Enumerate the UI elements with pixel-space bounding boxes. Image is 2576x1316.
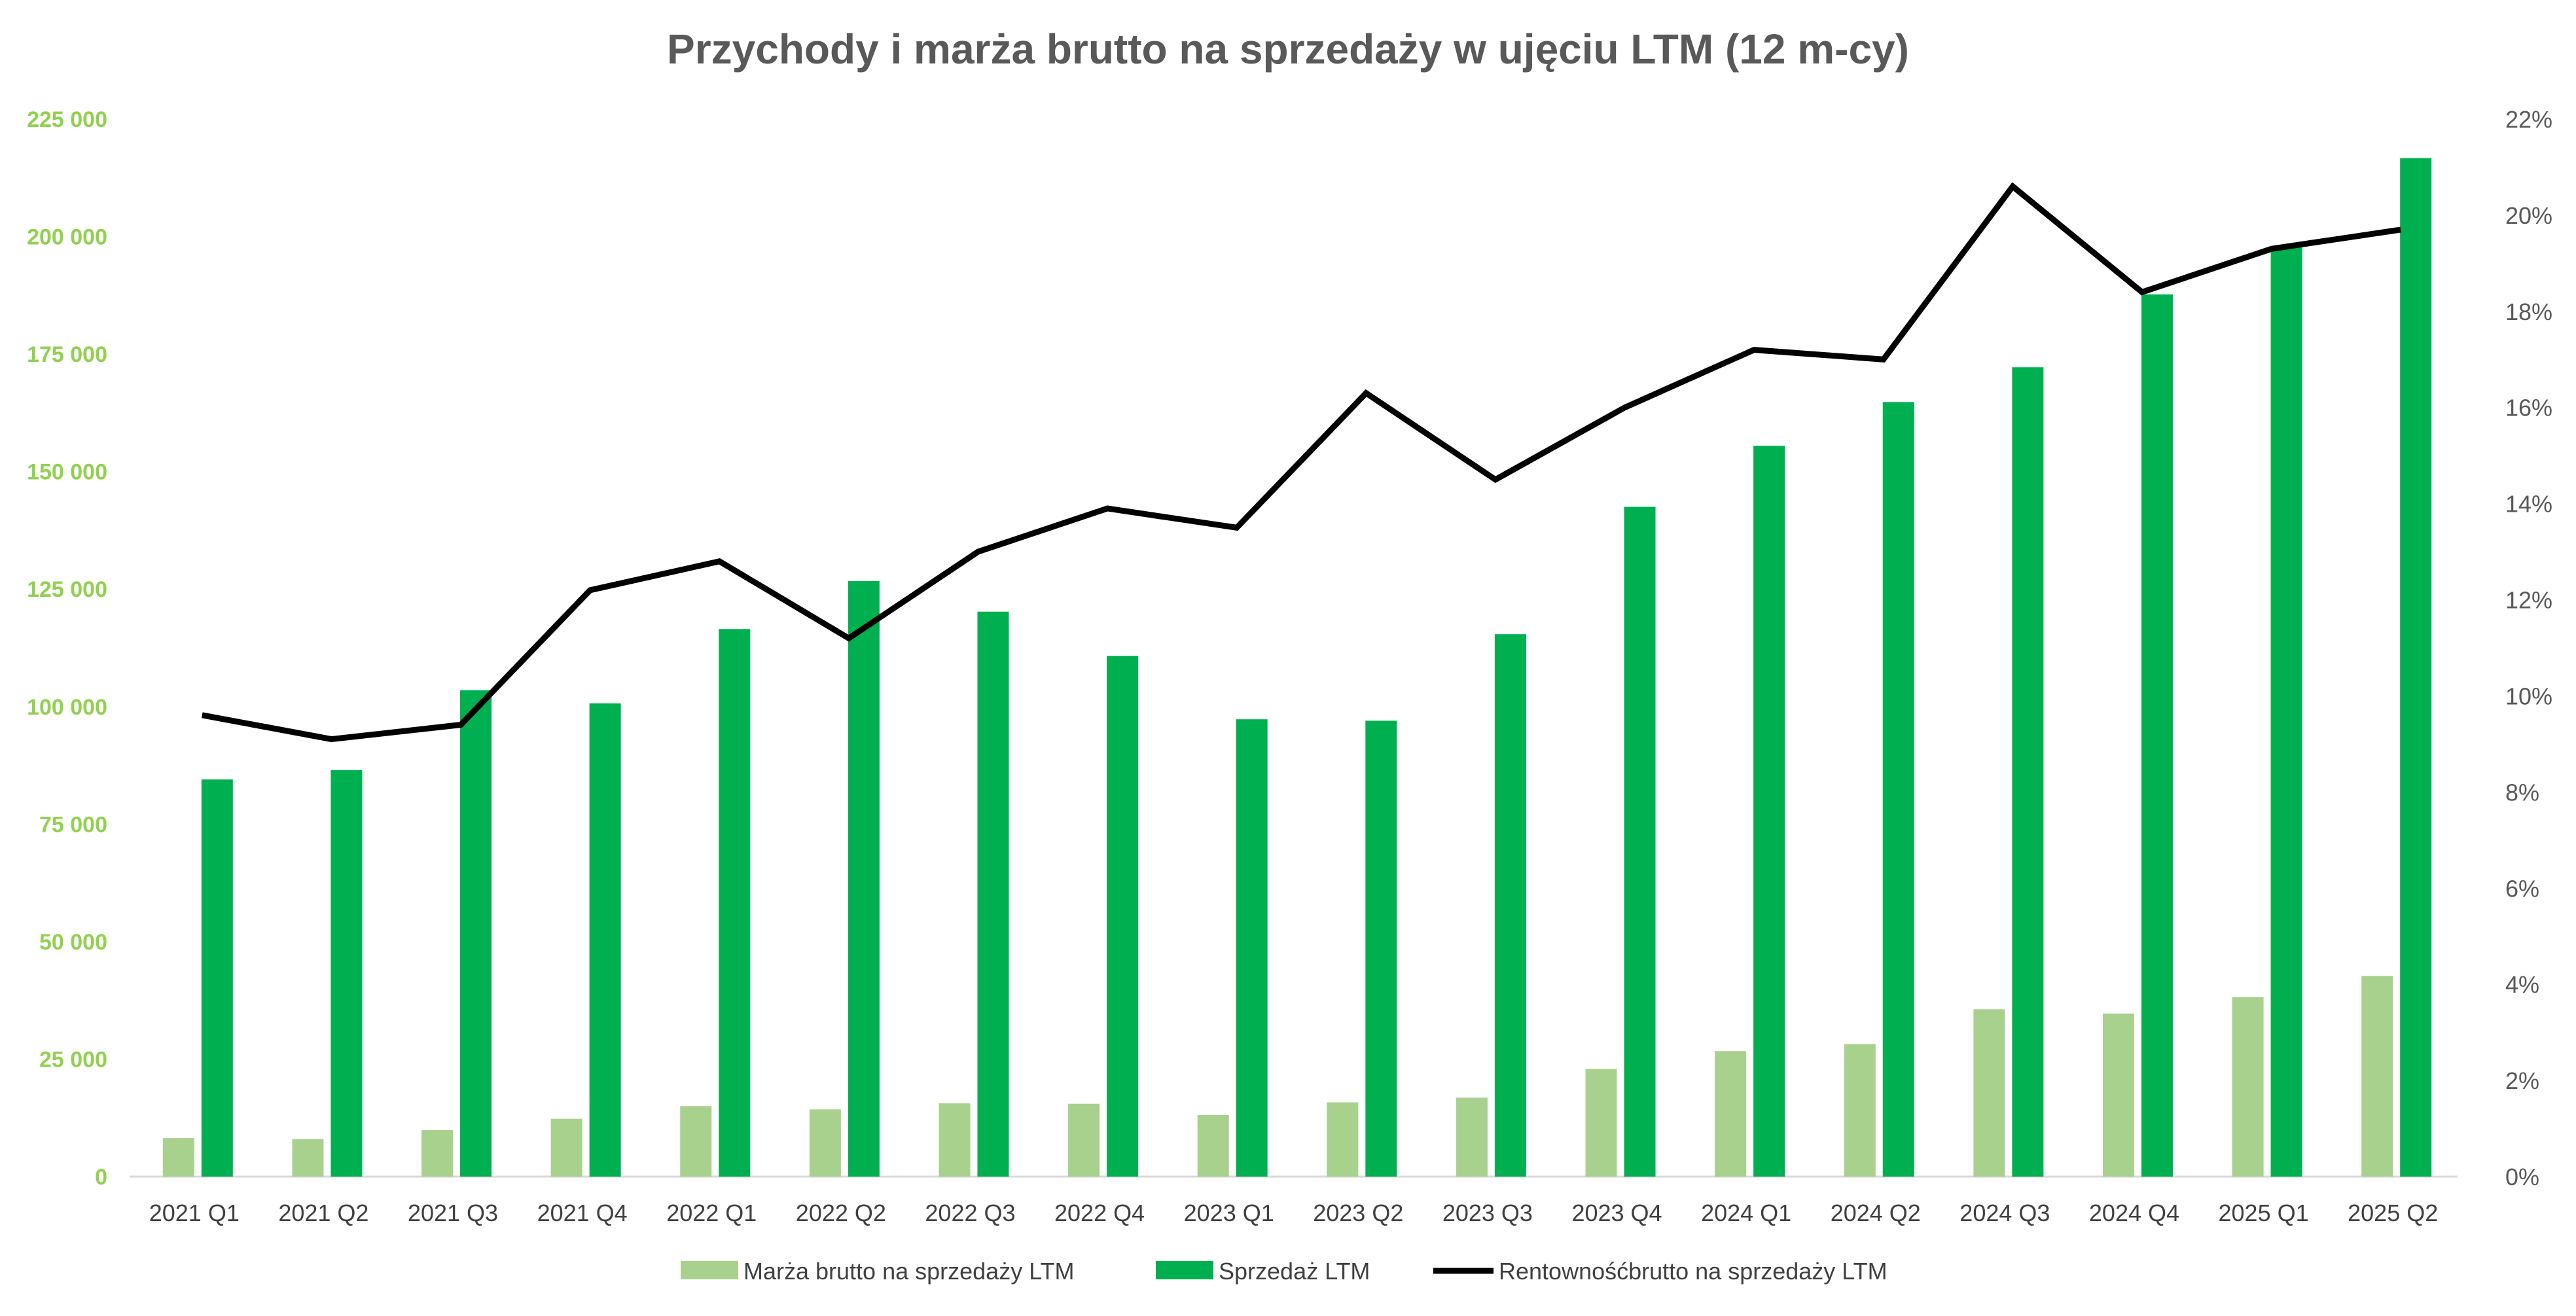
y-right-tick-label: 22% <box>2505 106 2552 133</box>
x-tick-label: 2025 Q2 <box>2348 1200 2438 1226</box>
chart-title: Przychody i marża brutto na sprzedaży w … <box>667 26 1909 73</box>
y-right-tick-label: 18% <box>2505 298 2552 325</box>
x-tick-label: 2024 Q4 <box>2089 1200 2179 1226</box>
y-right-tick-label: 16% <box>2505 395 2552 421</box>
y-right-tick-label: 2% <box>2505 1067 2539 1094</box>
y-left-tick-label: 125 000 <box>27 577 107 602</box>
bar-sprzedaz <box>331 770 363 1177</box>
legend-label: Rentownośćbrutto na sprzedaży LTM <box>1499 1258 1887 1285</box>
bar-sprzedaz <box>1365 720 1397 1177</box>
bar-sprzedaz <box>589 703 621 1177</box>
x-tick-label: 2021 Q1 <box>149 1200 240 1226</box>
x-tick-label: 2024 Q2 <box>1831 1200 1921 1226</box>
y-left-tick-label: 200 000 <box>27 225 107 250</box>
bar-marza <box>2232 997 2264 1177</box>
y-left-tick-label: 0 <box>95 1165 107 1190</box>
y-left-tick-label: 175 000 <box>27 342 107 367</box>
x-tick-label: 2022 Q4 <box>1054 1200 1145 1226</box>
y-right-tick-label: 20% <box>2505 202 2552 229</box>
x-tick-label: 2023 Q1 <box>1184 1200 1274 1226</box>
bar-sprzedaz <box>2012 367 2044 1177</box>
bar-sprzedaz <box>1624 507 1656 1177</box>
x-tick-label: 2021 Q4 <box>537 1200 628 1226</box>
bar-marza <box>1197 1114 1229 1177</box>
y-left-tick-label: 225 000 <box>27 107 107 132</box>
y-left-tick-label: 25 000 <box>39 1047 107 1072</box>
x-tick-label: 2023 Q2 <box>1313 1200 1403 1226</box>
legend-swatch <box>681 1261 738 1279</box>
bar-marza <box>809 1109 841 1177</box>
legend-label: Sprzedaż LTM <box>1219 1258 1370 1285</box>
bar-marza <box>939 1103 971 1177</box>
y-right-tick-label: 6% <box>2505 875 2539 902</box>
x-tick-label: 2021 Q2 <box>278 1200 368 1226</box>
bar-sprzedaz <box>848 581 880 1177</box>
bar-sprzedaz <box>2400 158 2432 1177</box>
y-right-tick-label: 14% <box>2505 491 2552 518</box>
bar-marza <box>680 1106 712 1177</box>
bar-marza <box>550 1118 582 1177</box>
x-tick-label: 2023 Q3 <box>1442 1200 1533 1226</box>
bar-sprzedaz <box>2270 245 2302 1177</box>
bar-marza <box>1585 1069 1617 1177</box>
x-tick-label: 2022 Q1 <box>666 1200 757 1226</box>
y-left-tick-label: 75 000 <box>39 812 107 837</box>
bar-marza <box>1456 1097 1488 1177</box>
x-tick-label: 2022 Q2 <box>796 1200 886 1226</box>
y-left-tick-label: 50 000 <box>39 930 107 955</box>
y-left-tick-label: 150 000 <box>27 460 107 485</box>
line-rentownosc <box>201 182 2401 743</box>
bar-marza <box>162 1138 194 1177</box>
x-tick-label: 2023 Q4 <box>1571 1200 1662 1226</box>
bar-marza <box>1715 1051 1747 1177</box>
y-right-tick-label: 4% <box>2505 971 2539 998</box>
bar-sprzedaz <box>1753 446 1785 1177</box>
bar-marza <box>1068 1103 1100 1177</box>
x-tick-label: 2024 Q1 <box>1701 1200 1791 1226</box>
y-right-tick-label: 10% <box>2505 683 2552 709</box>
x-tick-label: 2022 Q3 <box>925 1200 1015 1226</box>
bar-sprzedaz <box>1882 402 1914 1177</box>
bar-sprzedaz <box>1236 719 1268 1177</box>
bar-sprzedaz <box>719 629 751 1177</box>
bar-marza <box>1844 1044 1876 1177</box>
bar-marza <box>1327 1102 1359 1177</box>
bar-marza <box>2361 976 2393 1177</box>
bar-sprzedaz <box>977 611 1009 1177</box>
x-tick-label: 2024 Q3 <box>1959 1200 2050 1226</box>
legend-label: Marża brutto na sprzedaży LTM <box>743 1258 1075 1285</box>
y-right-tick-label: 0% <box>2505 1164 2539 1190</box>
bar-sprzedaz <box>460 690 492 1177</box>
y-right-tick-label: 8% <box>2505 779 2539 806</box>
bar-sprzedaz <box>201 779 233 1177</box>
bar-marza <box>2102 1013 2134 1177</box>
x-tick-label: 2025 Q1 <box>2219 1200 2309 1226</box>
x-tick-label: 2021 Q3 <box>408 1200 498 1226</box>
bar-marza <box>292 1139 324 1177</box>
bar-marza <box>1973 1009 2005 1177</box>
y-left-tick-label: 100 000 <box>27 695 107 720</box>
bar-sprzedaz <box>1107 656 1139 1177</box>
bar-sprzedaz <box>1494 634 1526 1177</box>
y-right-tick-label: 12% <box>2505 587 2552 614</box>
bar-marza <box>421 1129 454 1177</box>
bar-sprzedaz <box>2141 294 2173 1177</box>
legend-swatch <box>1156 1261 1213 1279</box>
